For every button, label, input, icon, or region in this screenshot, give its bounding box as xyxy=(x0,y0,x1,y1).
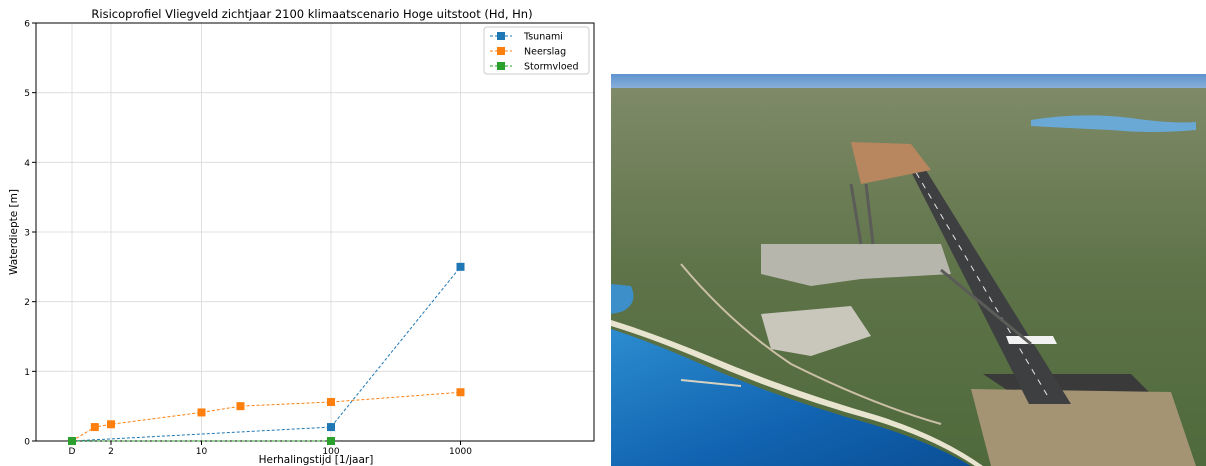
x-tick-label: 100 xyxy=(322,447,339,457)
y-tick-label: 2 xyxy=(24,298,30,308)
data-point xyxy=(327,437,335,445)
chart-title: Risicoprofiel Vliegveld zichtjaar 2100 k… xyxy=(91,7,532,21)
data-point xyxy=(197,408,206,417)
x-tick-label: 1000 xyxy=(449,447,472,457)
y-tick-label: 6 xyxy=(24,20,30,30)
y-axis-ticks: 0 1 2 3 4 5 6 xyxy=(24,20,36,448)
sea xyxy=(611,329,971,466)
y-axis-label: Waterdiepte [m] xyxy=(8,189,20,275)
x-tick-label: 2 xyxy=(108,447,114,457)
legend-label: Stormvloed xyxy=(524,62,579,73)
lagoon xyxy=(1031,115,1196,132)
y-tick-label: 3 xyxy=(24,229,30,239)
series-stormvloed xyxy=(68,437,335,445)
taxiway xyxy=(849,183,1032,346)
jetty xyxy=(680,379,742,387)
data-point xyxy=(68,437,76,445)
data-point xyxy=(106,420,115,429)
runway-threshold-marks xyxy=(1006,336,1057,344)
y-tick-label: 1 xyxy=(24,368,30,378)
grid-lines xyxy=(36,22,594,442)
legend-item: Stormvloed xyxy=(490,62,579,73)
series-neerslag xyxy=(68,388,465,445)
legend-marker xyxy=(497,32,505,40)
x-tick-label: D xyxy=(69,447,76,457)
coastal-shallows xyxy=(611,284,634,314)
terminal-area xyxy=(761,306,871,356)
legend-item: Tsunami xyxy=(490,32,563,43)
series-line xyxy=(71,391,461,442)
data-point xyxy=(327,423,335,432)
data-point xyxy=(456,262,465,271)
data-point xyxy=(327,397,335,406)
runway-end-sand xyxy=(971,389,1196,466)
legend-item: Neerslag xyxy=(490,47,566,58)
y-tick-label: 0 xyxy=(24,438,30,448)
x-axis-label: Herhalingstijd [1/jaar] xyxy=(259,454,374,466)
data-point xyxy=(236,402,245,411)
legend-label: Tsunami xyxy=(523,32,563,43)
series-tsunami xyxy=(68,262,465,445)
legend-marker xyxy=(497,47,505,55)
legend-label: Neerslag xyxy=(524,47,566,58)
y-tick-label: 4 xyxy=(24,159,30,169)
data-point xyxy=(90,423,99,432)
risk-profile-chart: Risicoprofiel Vliegveld zichtjaar 2100 k… xyxy=(8,7,595,466)
legend-box xyxy=(483,26,590,75)
airport-apron xyxy=(761,244,951,286)
coastal-road xyxy=(680,263,942,425)
chart-legend: Tsunami Neerslag Stormvloed xyxy=(483,26,590,75)
data-point xyxy=(456,388,465,397)
series-layer xyxy=(68,262,465,445)
series-line xyxy=(71,266,461,442)
y-tick-label: 5 xyxy=(24,89,30,99)
red-soil-patch xyxy=(851,142,931,184)
aerial-airport-photo xyxy=(611,74,1206,466)
legend-marker xyxy=(497,62,505,70)
shore xyxy=(611,320,983,466)
x-tick-label: 10 xyxy=(196,447,208,457)
